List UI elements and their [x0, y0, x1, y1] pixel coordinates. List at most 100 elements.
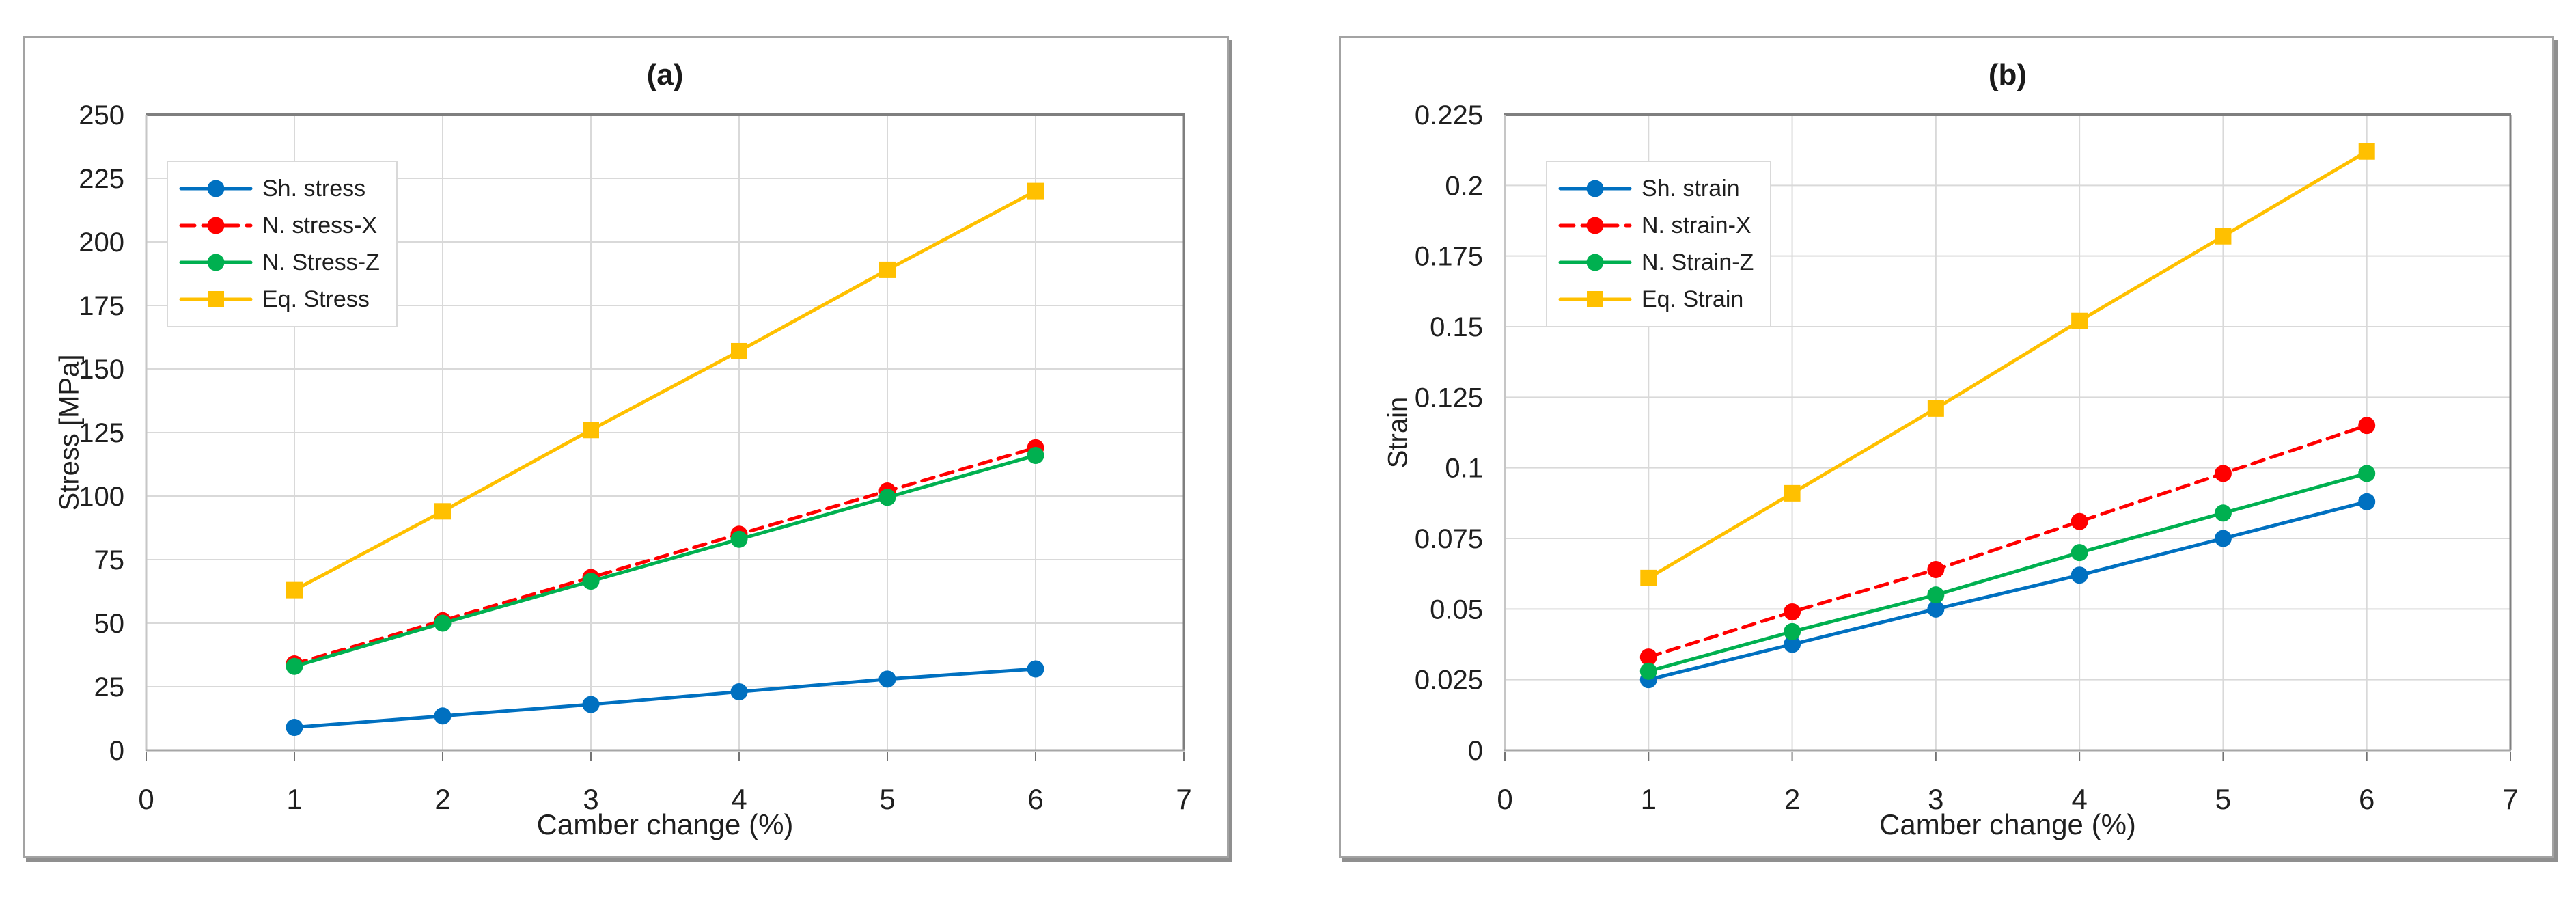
legend-item-sh-stress: Sh. stress [179, 172, 380, 206]
y-tick-label: 0.15 [1430, 312, 1483, 342]
y-tick-label: 100 [79, 482, 124, 512]
y-axis-title: Stress [MPa] [54, 354, 85, 511]
data-point-marker [730, 683, 748, 700]
legend-marker-sample [179, 291, 253, 307]
x-tick-label: 5 [2215, 783, 2231, 815]
y-tick-label: 225 [79, 164, 124, 194]
chart-legend: Sh. strain N. strain-X N. Strain-Z Eq. Stra… [1546, 161, 1772, 327]
data-point-marker [879, 261, 896, 278]
x-tick-labels: 0 1 2 3 4 5 6 7 [138, 783, 1191, 815]
series-line [292, 189, 1038, 592]
data-point-marker [878, 670, 896, 688]
legend-marker [207, 180, 225, 197]
y-tick-label: 0.125 [1415, 383, 1483, 413]
y-tick-label: 0 [109, 736, 124, 766]
x-axis-ticks [146, 752, 1185, 761]
chart-plot-canvas: 0 1 2 3 4 5 6 7 0 0.025 0.05 0.075 0.1 0.125 0.15 0.175… [1415, 100, 2519, 815]
legend-label: Sh. stress [262, 175, 366, 202]
legend-label: N. Stress-Z [262, 249, 380, 275]
data-point-marker [1927, 586, 1945, 604]
y-tick-label: 50 [94, 609, 125, 639]
data-point-marker [1784, 484, 1801, 502]
y-tick-label: 75 [94, 545, 125, 575]
series-line [292, 453, 1038, 668]
chart-panel-a: (a) 0 1 2 3 4 5 6 7 0 25 50 75 100 125 150 175 200 225 250… [23, 36, 1229, 858]
legend-label: Eq. Strain [1642, 286, 1744, 312]
legend-marker [1586, 180, 1604, 197]
data-point-marker [2358, 417, 2376, 435]
x-tick-label: 1 [286, 783, 302, 815]
legend-item-eq-strain: Eq. Strain [1558, 282, 1754, 316]
data-point-marker [1640, 569, 1657, 586]
data-point-marker [582, 573, 600, 590]
series-eq-stress [286, 182, 1044, 599]
x-tick-label: 4 [2071, 783, 2087, 815]
legend-marker-sample [179, 254, 253, 271]
data-point-marker [730, 530, 748, 548]
x-tick-label: 1 [1641, 783, 1657, 815]
series-n-strain-x [1639, 417, 2376, 666]
chart-title: (a) [646, 58, 684, 92]
y-tick-label: 0.025 [1415, 666, 1483, 696]
legend-label: N. stress-X [262, 212, 378, 238]
data-point-marker [2071, 512, 2088, 530]
legend-marker-sample [1558, 180, 1632, 197]
legend-item-n-strain-z: N. Strain-Z [1558, 245, 1754, 279]
data-point-marker [434, 503, 451, 520]
data-point-marker [2358, 465, 2376, 482]
data-point-marker [1639, 662, 1657, 680]
series-line [1646, 499, 2369, 682]
y-tick-label: 150 [79, 355, 124, 385]
chart-title: (b) [1988, 58, 2027, 92]
y-tick-label: 0.05 [1430, 594, 1483, 625]
y-axis-title: Strain [1383, 396, 1413, 469]
series-sh-strain [1639, 493, 2376, 689]
x-tick-labels: 0 1 2 3 4 5 6 7 [1497, 783, 2518, 815]
legend-marker [207, 254, 225, 271]
series-line [1646, 150, 2369, 580]
data-point-marker [2358, 143, 2375, 160]
legend-marker-sample [179, 180, 253, 197]
y-tick-label: 25 [94, 672, 125, 702]
data-point-marker [286, 719, 303, 737]
legend-item-n-stress-z: N. Stress-Z [179, 245, 380, 279]
legend-item-eq-stress: Eq. Stress [179, 282, 380, 316]
x-tick-label: 0 [1497, 783, 1512, 815]
data-point-marker [1784, 635, 1801, 653]
legend-marker-sample [1558, 217, 1632, 234]
data-point-marker [1927, 560, 1945, 578]
x-tick-label: 7 [2502, 783, 2518, 815]
x-tick-label: 6 [1027, 783, 1043, 815]
data-point-marker [2071, 312, 2088, 329]
legend-label: Eq. Stress [262, 286, 370, 312]
data-point-marker [2214, 504, 2232, 522]
legend-marker-sample [1558, 291, 1632, 307]
data-point-marker [2358, 493, 2376, 510]
y-tick-label: 0.2 [1445, 171, 1483, 201]
data-point-marker [1927, 400, 1944, 417]
series-n-strain-z [1639, 465, 2376, 680]
legend-marker-sample [179, 217, 253, 234]
series-sh-stress [286, 660, 1044, 737]
data-point-marker [1027, 660, 1044, 678]
data-point-marker [2214, 465, 2232, 482]
data-point-marker [731, 342, 747, 359]
x-tick-label: 3 [583, 783, 598, 815]
x-tick-label: 7 [1176, 783, 1191, 815]
y-tick-labels: 0 0.025 0.05 0.075 0.1 0.125 0.15 0.175 0.2 0.225 [1415, 100, 1483, 766]
x-tick-label: 0 [138, 783, 154, 815]
series-eq-strain [1640, 143, 2375, 586]
data-point-marker [2215, 228, 2232, 245]
data-point-marker [1027, 182, 1044, 200]
data-point-marker [1027, 446, 1044, 464]
data-point-marker [582, 696, 600, 713]
data-point-marker [1784, 622, 1801, 640]
data-point-marker [1784, 603, 1801, 620]
chart-plot-canvas: 0 1 2 3 4 5 6 7 0 25 50 75 100 125 150 175 200 225 250 [79, 100, 1191, 815]
data-point-marker [2071, 566, 2088, 584]
legend-marker [1586, 254, 1604, 271]
chart-panel-b: (b) 0 1 2 3 4 5 6 7 0 0.025 0.05 0.075 0.1 0.125 0.15 0… [1339, 36, 2554, 858]
data-point-marker [2071, 544, 2088, 562]
series-n-stress-z [286, 446, 1044, 675]
x-axis-ticks [1504, 752, 2511, 761]
